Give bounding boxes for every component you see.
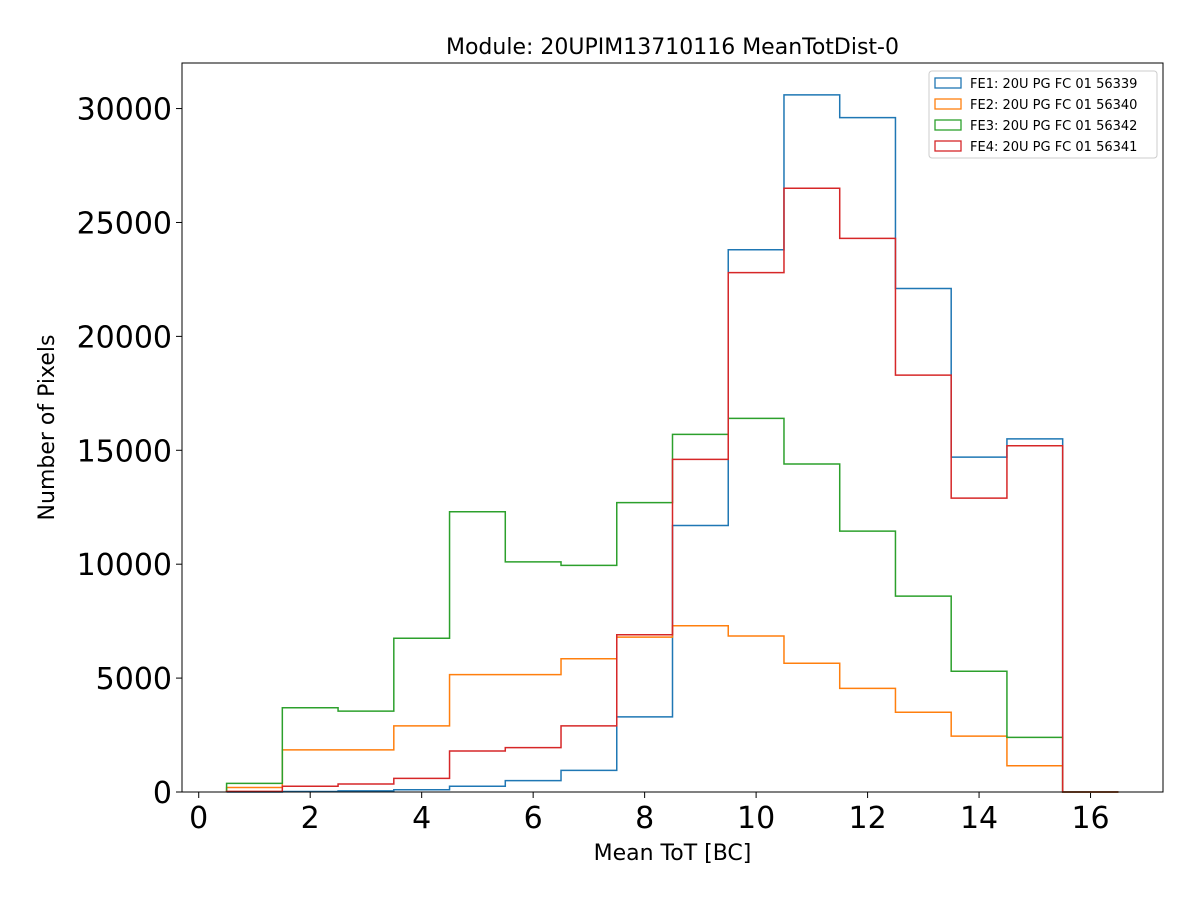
y-tick-label: 10000 [77, 548, 172, 583]
histogram-steps [225, 94, 1119, 793]
x-tick-label: 14 [960, 801, 998, 836]
x-tick-label: 2 [301, 801, 320, 836]
legend-swatch [934, 98, 962, 110]
y-tick-label: 5000 [96, 662, 172, 697]
legend-entry-label: FE1: 20U PG FC 01 56339 [970, 77, 1137, 92]
y-tick-label: 25000 [77, 206, 172, 241]
x-tick-label: 10 [737, 801, 775, 836]
x-tick-label: 0 [189, 801, 208, 836]
y-tick-label: 0 [153, 776, 172, 811]
x-tick-label: 16 [1071, 801, 1109, 836]
plot-frame [181, 62, 1164, 793]
y-axis-label: Number of Pixels [35, 335, 60, 521]
legend-entry-label: FE2: 20U PG FC 01 56340 [970, 98, 1137, 113]
y-tick-label: 15000 [77, 434, 172, 469]
series-step-fe4 [225, 187, 1119, 793]
legend-swatch [934, 77, 962, 89]
x-tick-label: 6 [524, 801, 543, 836]
x-tick-label: 4 [412, 801, 431, 836]
legend-swatch [934, 140, 962, 152]
legend-swatch [934, 119, 962, 131]
axis-ticks: 0 2 4 6 8 10 12 14 16 0 5000 10000 15000 20000 25000 30… [77, 93, 1110, 836]
legend-entry-label: FE4: 20U PG FC 01 56341 [970, 140, 1137, 155]
legend: FE1: 20U PG FC 01 56339 FE2: 20U PG FC 01… [928, 70, 1158, 159]
chart-title: Module: 20UPIM13710116 MeanTotDist-0 [446, 35, 899, 60]
x-tick-label: 8 [635, 801, 654, 836]
x-tick-label: 12 [848, 801, 886, 836]
legend-box [928, 70, 1158, 159]
x-axis-label: Mean ToT [BC] [594, 841, 752, 866]
y-tick-label: 30000 [77, 93, 172, 128]
y-tick-label: 20000 [77, 320, 172, 355]
legend-entry-label: FE3: 20U PG FC 01 56342 [970, 119, 1137, 134]
